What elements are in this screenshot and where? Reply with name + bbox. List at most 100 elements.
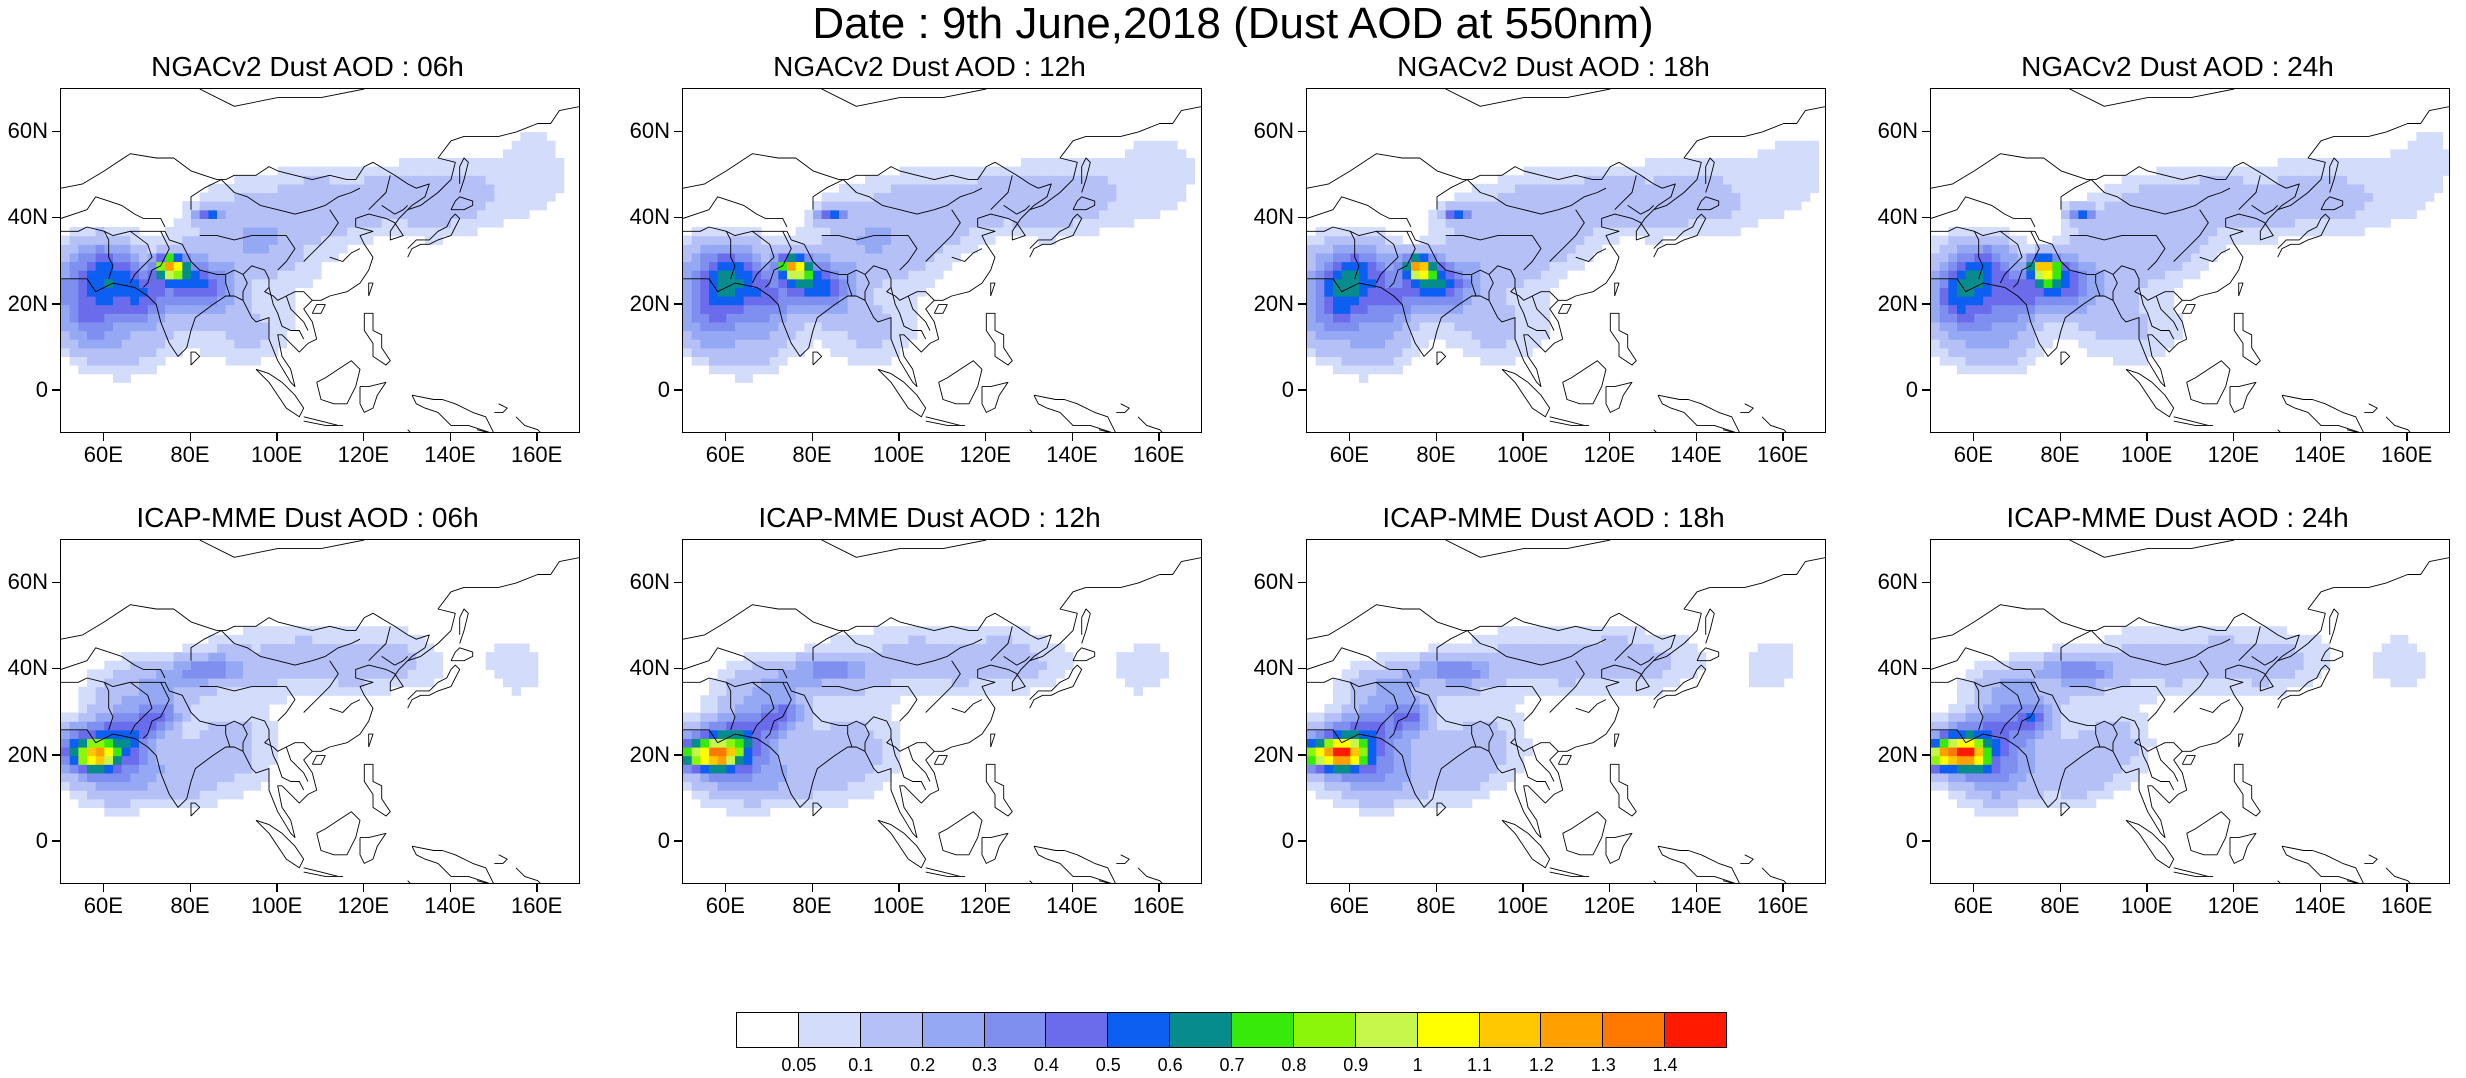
lon-tick: [1072, 884, 1074, 892]
dust-aod-map: [683, 540, 1202, 884]
main-title: Date : 9th June,2018 (Dust AOD at 550nm): [0, 0, 2466, 48]
lat-tick: [52, 389, 60, 391]
lat-label: 60N: [2, 120, 48, 142]
lon-label: 80E: [1401, 444, 1471, 466]
lon-label: 120E: [1574, 444, 1644, 466]
lon-tick: [450, 433, 452, 441]
lon-tick: [1609, 884, 1611, 892]
lon-label: 80E: [1401, 895, 1471, 917]
lat-tick: [674, 754, 682, 756]
lat-label: 20N: [2, 293, 48, 315]
colorbar-swatch: [984, 1012, 1047, 1048]
lat-label: 0: [1872, 379, 1918, 401]
lon-label: 160E: [2372, 895, 2442, 917]
lon-label: 100E: [864, 444, 934, 466]
lat-tick: [1298, 217, 1306, 219]
panel-title: ICAP-MME Dust AOD : 06h: [0, 503, 615, 533]
lon-tick: [1609, 433, 1611, 441]
lon-tick: [1072, 433, 1074, 441]
dust-aod-map: [1931, 540, 2450, 884]
lon-label: 120E: [2198, 444, 2268, 466]
lat-label: 0: [1248, 379, 1294, 401]
panel-title: ICAP-MME Dust AOD : 18h: [1246, 503, 1861, 533]
lon-tick: [190, 433, 192, 441]
lon-label: 100E: [1488, 444, 1558, 466]
lon-tick: [536, 433, 538, 441]
dust-aod-map: [683, 89, 1202, 433]
lon-label: 100E: [242, 444, 312, 466]
lat-label: 60N: [1872, 571, 1918, 593]
colorbar-swatch: [1107, 1012, 1170, 1048]
lat-tick: [1922, 131, 1930, 133]
lon-label: 80E: [2025, 444, 2095, 466]
lon-label: 60E: [1938, 444, 2008, 466]
lat-tick: [1298, 303, 1306, 305]
lon-tick: [725, 884, 727, 892]
map-plot-area: [1306, 539, 1826, 884]
lat-label: 40N: [1248, 657, 1294, 679]
lon-tick: [1782, 884, 1784, 892]
lon-tick: [2060, 433, 2062, 441]
lon-label: 100E: [1488, 895, 1558, 917]
lat-tick: [674, 131, 682, 133]
panel-title: NGACv2 Dust AOD : 12h: [622, 52, 1237, 82]
lat-label: 60N: [1248, 120, 1294, 142]
colorbar-swatch: [1169, 1012, 1232, 1048]
lat-label: 0: [624, 379, 670, 401]
lon-label: 80E: [2025, 895, 2095, 917]
lon-label: 120E: [328, 444, 398, 466]
colorbar-label: 0.8: [1269, 1056, 1319, 1074]
colorbar-label: 1.4: [1640, 1056, 1690, 1074]
colorbar-label: 0.9: [1331, 1056, 1381, 1074]
lon-tick: [985, 433, 987, 441]
colorbar-swatch: [798, 1012, 861, 1048]
lat-label: 0: [2, 830, 48, 852]
lat-tick: [1298, 582, 1306, 584]
lon-label: 140E: [1661, 895, 1731, 917]
lon-label: 80E: [155, 895, 225, 917]
colorbar-swatch: [1479, 1012, 1542, 1048]
lon-tick: [103, 433, 105, 441]
lon-tick: [1522, 433, 1524, 441]
lon-tick: [2406, 433, 2408, 441]
lat-label: 40N: [624, 206, 670, 228]
lon-tick: [450, 884, 452, 892]
aod-colorbar: [737, 1012, 1727, 1048]
lon-tick: [1436, 433, 1438, 441]
aod-shaded-field: [1307, 626, 1793, 816]
lon-label: 60E: [68, 444, 138, 466]
lat-tick: [52, 754, 60, 756]
lat-label: 20N: [2, 744, 48, 766]
lat-label: 60N: [2, 571, 48, 593]
lon-label: 120E: [328, 895, 398, 917]
colorbar-swatch: [1293, 1012, 1356, 1048]
lat-label: 40N: [1872, 206, 1918, 228]
map-plot-area: [1306, 88, 1826, 433]
colorbar-swatch: [736, 1012, 799, 1048]
map-plot-area: [1930, 539, 2450, 884]
lon-tick: [2320, 433, 2322, 441]
panel-title: ICAP-MME Dust AOD : 12h: [622, 503, 1237, 533]
lat-tick: [52, 668, 60, 670]
colorbar-label: 1: [1393, 1056, 1443, 1074]
lat-tick: [1298, 389, 1306, 391]
lat-tick: [674, 389, 682, 391]
lat-label: 20N: [1872, 744, 1918, 766]
lon-label: 160E: [1124, 444, 1194, 466]
lon-label: 160E: [502, 444, 572, 466]
lon-label: 140E: [415, 895, 485, 917]
lat-tick: [1922, 303, 1930, 305]
lat-label: 20N: [1872, 293, 1918, 315]
lat-tick: [674, 217, 682, 219]
aod-shaded-field: [61, 626, 538, 816]
lat-label: 20N: [624, 744, 670, 766]
lon-label: 100E: [2112, 444, 2182, 466]
aod-shaded-field: [61, 132, 564, 383]
colorbar-label: 0.3: [960, 1056, 1010, 1074]
map-plot-area: [682, 88, 1202, 433]
